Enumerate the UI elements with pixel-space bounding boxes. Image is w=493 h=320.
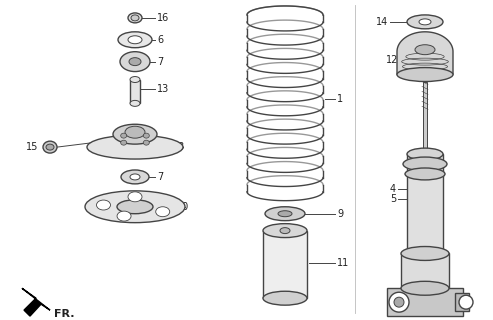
Ellipse shape [459,295,473,309]
Ellipse shape [131,15,139,21]
Bar [263,231,307,298]
Bar [387,288,463,316]
Ellipse shape [87,135,183,159]
Ellipse shape [389,292,409,312]
Ellipse shape [263,291,307,305]
Ellipse shape [130,174,140,180]
Ellipse shape [113,124,157,144]
Text: FR.: FR. [54,309,74,319]
Text: 14: 14 [376,17,388,27]
Text: 15: 15 [26,142,38,152]
Ellipse shape [265,207,305,221]
Text: 4: 4 [390,184,396,194]
Ellipse shape [280,228,290,234]
Ellipse shape [403,157,447,171]
Text: 7: 7 [157,57,163,67]
Text: 5: 5 [390,194,396,204]
Text: 1: 1 [337,94,343,104]
Text: 11: 11 [337,259,349,268]
Ellipse shape [130,76,140,83]
Ellipse shape [419,19,431,25]
Ellipse shape [278,211,292,217]
Ellipse shape [128,192,142,202]
Ellipse shape [263,224,307,237]
Ellipse shape [405,168,445,180]
Ellipse shape [121,170,149,184]
Ellipse shape [143,133,149,138]
Bar [130,80,140,103]
Ellipse shape [130,100,140,106]
Text: 8: 8 [177,142,183,152]
Ellipse shape [407,15,443,29]
Text: 9: 9 [337,209,343,219]
Bar [401,253,449,288]
Ellipse shape [128,36,142,44]
Ellipse shape [85,191,185,223]
Ellipse shape [125,126,145,138]
Ellipse shape [97,200,110,210]
Text: 6: 6 [157,35,163,45]
Text: 12: 12 [386,55,398,65]
Bar [407,154,443,253]
Bar [423,82,427,164]
Text: 13: 13 [157,84,169,94]
Ellipse shape [118,32,152,48]
Ellipse shape [401,281,449,295]
Ellipse shape [129,58,141,66]
Polygon shape [397,32,453,75]
Ellipse shape [397,68,453,82]
Ellipse shape [121,140,127,145]
Bar [455,293,469,311]
Ellipse shape [117,200,153,214]
Text: 7: 7 [157,172,163,182]
Ellipse shape [415,45,435,55]
Ellipse shape [121,133,127,138]
Ellipse shape [401,246,449,260]
Ellipse shape [128,13,142,23]
Ellipse shape [156,207,170,217]
Ellipse shape [43,141,57,153]
Polygon shape [22,288,50,316]
Ellipse shape [407,247,443,260]
Text: 16: 16 [157,13,169,23]
Ellipse shape [394,297,404,307]
Ellipse shape [407,148,443,160]
Ellipse shape [120,52,150,72]
Ellipse shape [117,211,131,221]
Ellipse shape [143,140,149,145]
Ellipse shape [46,144,54,150]
Text: 10: 10 [177,202,189,212]
